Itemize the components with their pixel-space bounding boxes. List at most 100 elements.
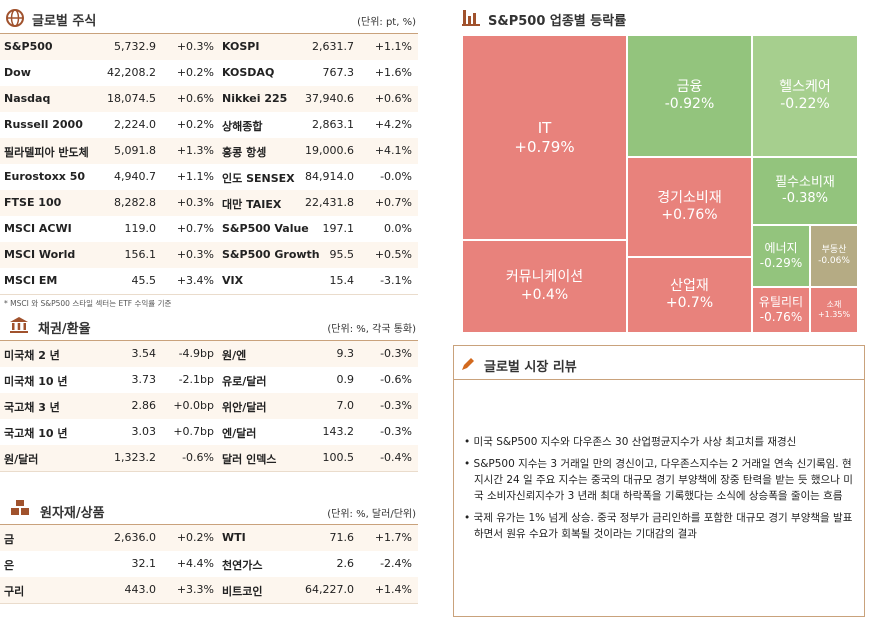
- item-name: Eurostoxx 50: [4, 170, 86, 183]
- table-row: 미국채 2 년 3.54 -4.9bp 원/엔 9.3 -0.3%: [0, 341, 418, 368]
- table-row: Russell 2000 2,224.0 +0.2% 상해종합 2,863.1 +4.2%: [0, 112, 418, 139]
- item-change: -0.6%: [380, 373, 412, 386]
- item-value: 71.6: [329, 531, 355, 544]
- item-name: 미국채 2 년: [4, 349, 60, 362]
- sector-name: 경기소비재: [657, 189, 722, 206]
- item-value: 37,940.6: [305, 92, 354, 105]
- item-value: 119.0: [124, 222, 157, 235]
- item-name: S&P500 Growth: [222, 248, 320, 261]
- item-name: 금: [4, 533, 15, 546]
- sector-name: 헬스케어: [779, 78, 831, 95]
- item-change: -0.3%: [380, 425, 412, 438]
- item-name: 달러 인덱스: [222, 453, 277, 466]
- item-value: 45.5: [131, 274, 157, 287]
- sector-change: -0.06%: [818, 256, 850, 266]
- item-change: +1.1%: [374, 40, 412, 53]
- table-row: Dow 42,208.2 +0.2% KOSDAQ 767.3 +1.6%: [0, 60, 418, 87]
- item-name: 원/달러: [4, 453, 39, 466]
- item-value: 2.86: [131, 399, 157, 412]
- item-change: -2.1bp: [178, 373, 214, 386]
- item-name: Dow: [4, 66, 31, 79]
- sector-name: 유틸리티: [758, 295, 804, 309]
- item-value: 4,940.7: [114, 170, 156, 183]
- item-value: 9.3: [336, 347, 355, 360]
- item-name: WTI: [222, 531, 246, 544]
- item-change: +0.0bp: [173, 399, 214, 412]
- item-change: -3.1%: [380, 274, 412, 287]
- section-title: 채권/환율: [38, 322, 91, 337]
- section-title: S&P500 업종별 등락률: [488, 14, 627, 29]
- treemap-tile: 경기소비재 +0.76%: [627, 157, 752, 257]
- sector-name: 금융: [676, 78, 703, 95]
- table-row: 국고채 3 년 2.86 +0.0bp 위안/달러 7.0 -0.3%: [0, 393, 418, 420]
- sector-change: -0.38%: [782, 191, 828, 206]
- item-change: +0.6%: [374, 92, 412, 105]
- commodity-table: 금 2,636.0 +0.2% WTI 71.6 +1.7% 은 32.1 +4.4% 천연가스 2…: [0, 525, 418, 605]
- review-bullet: • S&P500 지수는 3 거래일 만의 경신이고, 다우존스지수는 2 거래…: [464, 458, 853, 502]
- sector-change: +1.35%: [817, 310, 851, 319]
- item-name: 엔/달러: [222, 427, 257, 440]
- item-value: 15.4: [329, 274, 355, 287]
- item-change: +3.3%: [176, 583, 214, 596]
- item-name: KOSDAQ: [222, 66, 275, 79]
- item-change: -2.4%: [380, 557, 412, 570]
- review-panel: 글로벌 시장 리뷰 • 미국 S&P500 지수와 다우존스 30 산업평균지수…: [453, 345, 865, 617]
- item-name: Nikkei 225: [222, 92, 288, 105]
- item-name: MSCI ACWI: [4, 222, 72, 235]
- item-value: 95.5: [329, 248, 355, 261]
- item-change: +0.3%: [176, 196, 214, 209]
- item-name: MSCI World: [4, 248, 76, 261]
- item-name: 미국채 10 년: [4, 375, 68, 388]
- item-value: 767.3: [322, 66, 355, 79]
- item-change: +0.2%: [176, 118, 214, 131]
- item-value: 443.0: [124, 583, 157, 596]
- item-value: 143.2: [322, 425, 355, 438]
- item-name: KOSPI: [222, 40, 260, 53]
- item-change: -4.9bp: [178, 347, 214, 360]
- sector-name: 부동산: [821, 244, 847, 255]
- item-value: 3.73: [131, 373, 157, 386]
- item-name: 국고채 10 년: [4, 427, 68, 440]
- item-change: +4.1%: [374, 144, 412, 157]
- item-change: +1.7%: [374, 531, 412, 544]
- treemap-tile: 유틸리티 -0.76%: [752, 287, 810, 333]
- item-change: +0.7bp: [173, 425, 214, 438]
- item-name: 원/엔: [222, 349, 247, 362]
- item-change: -0.3%: [380, 399, 412, 412]
- item-change: +0.7%: [374, 196, 412, 209]
- review-bullet: • 미국 S&P500 지수와 다우존스 30 산업평균지수가 사상 최고치를 …: [464, 436, 797, 448]
- treemap-tile: 헬스케어 -0.22%: [752, 35, 858, 157]
- item-value: 7.0: [336, 399, 355, 412]
- item-name: VIX: [222, 274, 244, 287]
- bond-table: 미국채 2 년 3.54 -4.9bp 원/엔 9.3 -0.3% 미국채 10 년 3.73…: [0, 341, 418, 473]
- item-name: 유로/달러: [222, 375, 267, 388]
- item-value: 197.1: [322, 222, 355, 235]
- item-value: 2,863.1: [312, 118, 354, 131]
- item-name: Russell 2000: [4, 118, 83, 131]
- item-change: +4.2%: [374, 118, 412, 131]
- item-name: FTSE 100: [4, 196, 62, 209]
- sector-change: +0.79%: [514, 137, 575, 156]
- item-change: +4.4%: [176, 557, 214, 570]
- item-value: 2,631.7: [312, 40, 354, 53]
- sector-name: 커뮤니케이션: [505, 269, 584, 285]
- table-row: 국고채 10 년 3.03 +0.7bp 엔/달러 143.2 -0.3%: [0, 419, 418, 446]
- item-value: 84,914.0: [305, 170, 354, 183]
- globe-icon: [6, 9, 24, 27]
- sector-change: +0.4%: [520, 286, 569, 303]
- section-title: 원자재/상품: [40, 506, 105, 521]
- unit-label: (단위: pt, %): [357, 17, 416, 28]
- sector-change: -0.76%: [759, 310, 803, 324]
- item-name: 천연가스: [222, 559, 263, 572]
- bank-icon: [10, 317, 28, 333]
- table-row: S&P500 5,732.9 +0.3% KOSPI 2,631.7 +1.1%: [0, 34, 418, 61]
- item-value: 0.9: [336, 373, 355, 386]
- table-row: MSCI ACWI 119.0 +0.7% S&P500 Value 197.1 0.0%: [0, 216, 418, 243]
- section-title: 글로벌 주식: [32, 14, 97, 29]
- item-change: +0.5%: [374, 248, 412, 261]
- review-bullet: • 국제 유가는 1% 넘게 상승. 중국 정부가 금리인하를 포함한 대규모 …: [464, 512, 853, 540]
- item-value: 1,323.2: [114, 451, 156, 464]
- item-value: 5,091.8: [114, 144, 156, 157]
- sector-name: IT: [537, 118, 552, 137]
- item-name: 상해종합: [222, 120, 263, 133]
